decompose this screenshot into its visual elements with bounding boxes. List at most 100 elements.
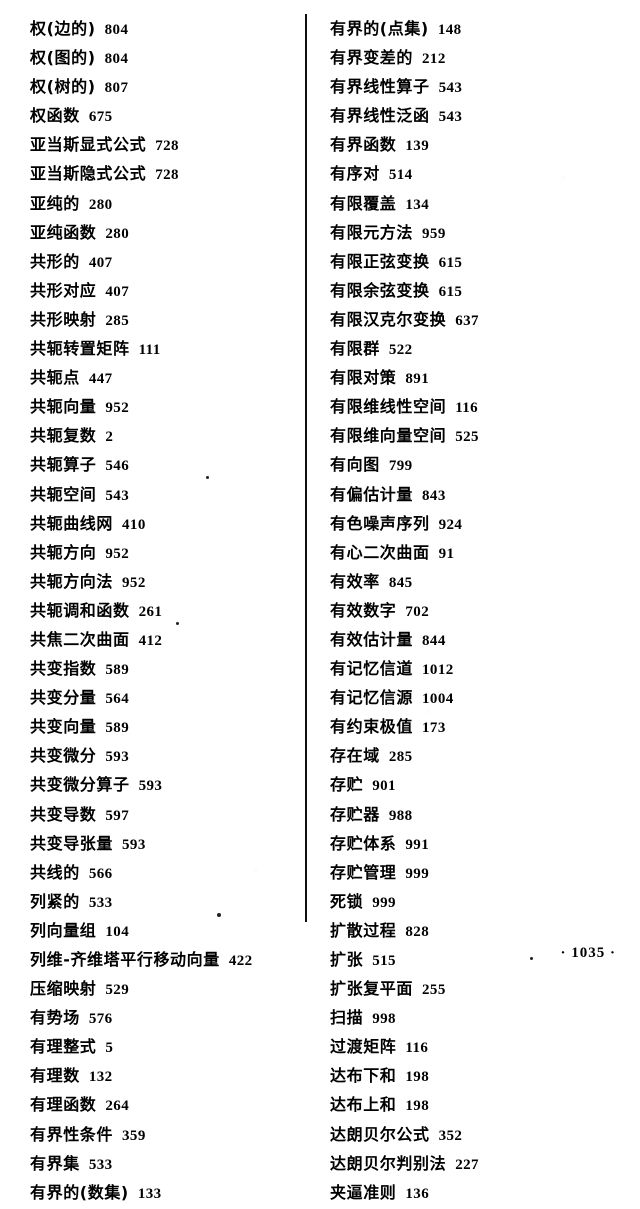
index-entry-page-number: 285 [388,749,413,766]
index-entry-page-number: 804 [104,22,129,38]
index-entry-term: 共变导数 [30,804,97,824]
index-entry-page-number: 111 [138,342,161,359]
index-entry-page-number: 901 [372,778,396,795]
index-entry-term: 共轭曲线网 [30,513,114,533]
index-entry-term: 有色噪声序列 [330,513,430,533]
index-entry-page-number: 261 [138,603,163,620]
index-entry-term: 有限群 [330,339,380,359]
index-entry-page-number: 828 [405,923,430,940]
index-entry: 有理数 132 [30,1061,298,1090]
index-entry-term: 有限元方法 [330,222,414,242]
index-entry: 权(边的) 804 [30,14,298,43]
index-entry: 有界集 533 [30,1149,298,1178]
index-entry: 共形的 407 [30,247,298,276]
index-entry: 共焦二次曲面 412 [30,625,298,654]
index-entry-term: 权(树的) [30,77,96,97]
index-entry-page-number: 952 [105,545,130,562]
index-entry-term: 达朗贝尔公式 [330,1124,430,1144]
index-entry-page-number: 410 [122,516,146,533]
index-entry-term: 共形的 [30,251,80,271]
index-entry: 有界函数 139 [330,130,622,159]
index-entry-page-number: 843 [422,487,446,504]
index-entry-term: 有心二次曲面 [330,542,430,562]
index-entry: 夹逼准则 136 [330,1178,622,1207]
scan-speck [206,476,209,479]
index-entry-page-number: 407 [105,283,130,300]
index-entry-page-number: 139 [405,138,430,155]
index-column-right: 有界的(点集) 148 有界变差的 212 有界线性算子 543 有界线性泛函 543 有界函数… [330,14,622,1207]
index-entry: 有界变差的 212 [330,43,622,72]
index-entry-page-number: 412 [138,632,163,649]
index-entry: 共线的 566 [30,858,298,887]
index-entry: 死锁 999 [330,887,622,916]
index-entry-page-number: 91 [438,545,455,562]
index-entry-page-number: 891 [405,371,430,388]
index-entry-term: 共变向量 [30,717,97,737]
index-entry-page-number: 227 [455,1156,479,1173]
index-entry-page-number: 359 [122,1127,146,1144]
index-entry-term: 有势场 [30,1008,80,1028]
index-entry-page-number: 589 [105,662,130,679]
index-entry-term: 有界线性泛函 [330,106,430,126]
index-entry: 有向图 799 [330,450,622,479]
index-entry: 有界性条件 359 [30,1120,298,1149]
index-entry-term: 共变微分 [30,746,97,766]
index-entry-term: 有界函数 [330,135,397,155]
index-entry: 权函数 675 [30,101,298,130]
index-entry-term: 共轭向量 [30,397,97,417]
index-entry-term: 共轭复数 [30,426,97,446]
scan-speck [530,957,533,960]
index-entry: 有限元方法 959 [330,218,622,247]
index-entry-term: 达朗贝尔判别法 [330,1153,447,1173]
index-entry-term: 共形映射 [30,309,97,329]
index-entry: 共轭曲线网 410 [30,509,298,538]
index-entry-term: 有理函数 [30,1095,97,1115]
index-entry-page-number: 212 [422,51,446,68]
index-entry-page-number: 2 [105,429,114,446]
index-entry-page-number: 285 [105,312,130,329]
index-entry: 有界线性泛函 543 [330,101,622,130]
index-entry-term: 有向图 [330,455,380,475]
index-entry-term: 共变指数 [30,659,97,679]
index-entry-term: 有限维线性空间 [330,397,447,417]
index-entry-page-number: 5 [105,1040,114,1057]
index-entry: 有界线性算子 543 [330,72,622,101]
index-entry: 共轭算子 546 [30,450,298,479]
index-entry-term: 有理数 [30,1066,80,1086]
index-entry-term: 有序对 [330,164,380,184]
index-entry-page-number: 615 [438,254,463,271]
index-entry-term: 过渡矩阵 [330,1037,397,1057]
index-entry: 达布上和 198 [330,1090,622,1119]
index-entry-term: 亚纯的 [30,193,80,213]
index-entry-page-number: 1012 [422,662,454,679]
index-entry: 有记忆信道 1012 [330,654,622,683]
index-entry: 过渡矩阵 116 [330,1032,622,1061]
index-entry: 共变导张量 593 [30,829,298,858]
index-entry: 共轭方向法 952 [30,567,298,596]
index-entry: 亚当斯显式公式 728 [30,130,298,159]
index-entry-term: 有限覆盖 [330,193,397,213]
index-entry: 列维-齐维塔平行移动向量 422 [30,945,298,974]
index-entry: 有色噪声序列 924 [330,509,622,538]
index-entry: 权(树的) 807 [30,72,298,101]
index-entry-page-number: 576 [88,1011,113,1028]
index-entry: 有限汉克尔变换 637 [330,305,622,334]
index-entry-page-number: 546 [105,458,130,475]
index-entry: 有限覆盖 134 [330,189,622,218]
index-entry-term: 共轭方向法 [30,571,114,591]
index-entry-page-number: 116 [405,1040,429,1057]
index-entry: 亚当斯隐式公式 728 [30,159,298,188]
index-entry-term: 有界的(数集) [30,1182,129,1202]
index-entry: 共轭空间 543 [30,480,298,509]
scan-speck [176,622,179,625]
index-entry-page-number: 422 [228,953,253,969]
index-entry-term: 列紧的 [30,891,80,911]
index-entry-page-number: 514 [388,167,413,184]
index-entry: 共轭向量 952 [30,392,298,421]
index-entry-term: 扩张复平面 [330,979,414,999]
index-entry-page-number: 959 [422,225,446,242]
index-column-left: 权(边的) 804 权(图的) 804 权(树的) 807 权函数 675 亚当斯显式公式 728… [30,14,298,1207]
index-entry-term: 扩散过程 [330,920,397,940]
index-entry-page-number: 529 [105,982,130,999]
page-footer: · 1035 · [0,942,640,962]
